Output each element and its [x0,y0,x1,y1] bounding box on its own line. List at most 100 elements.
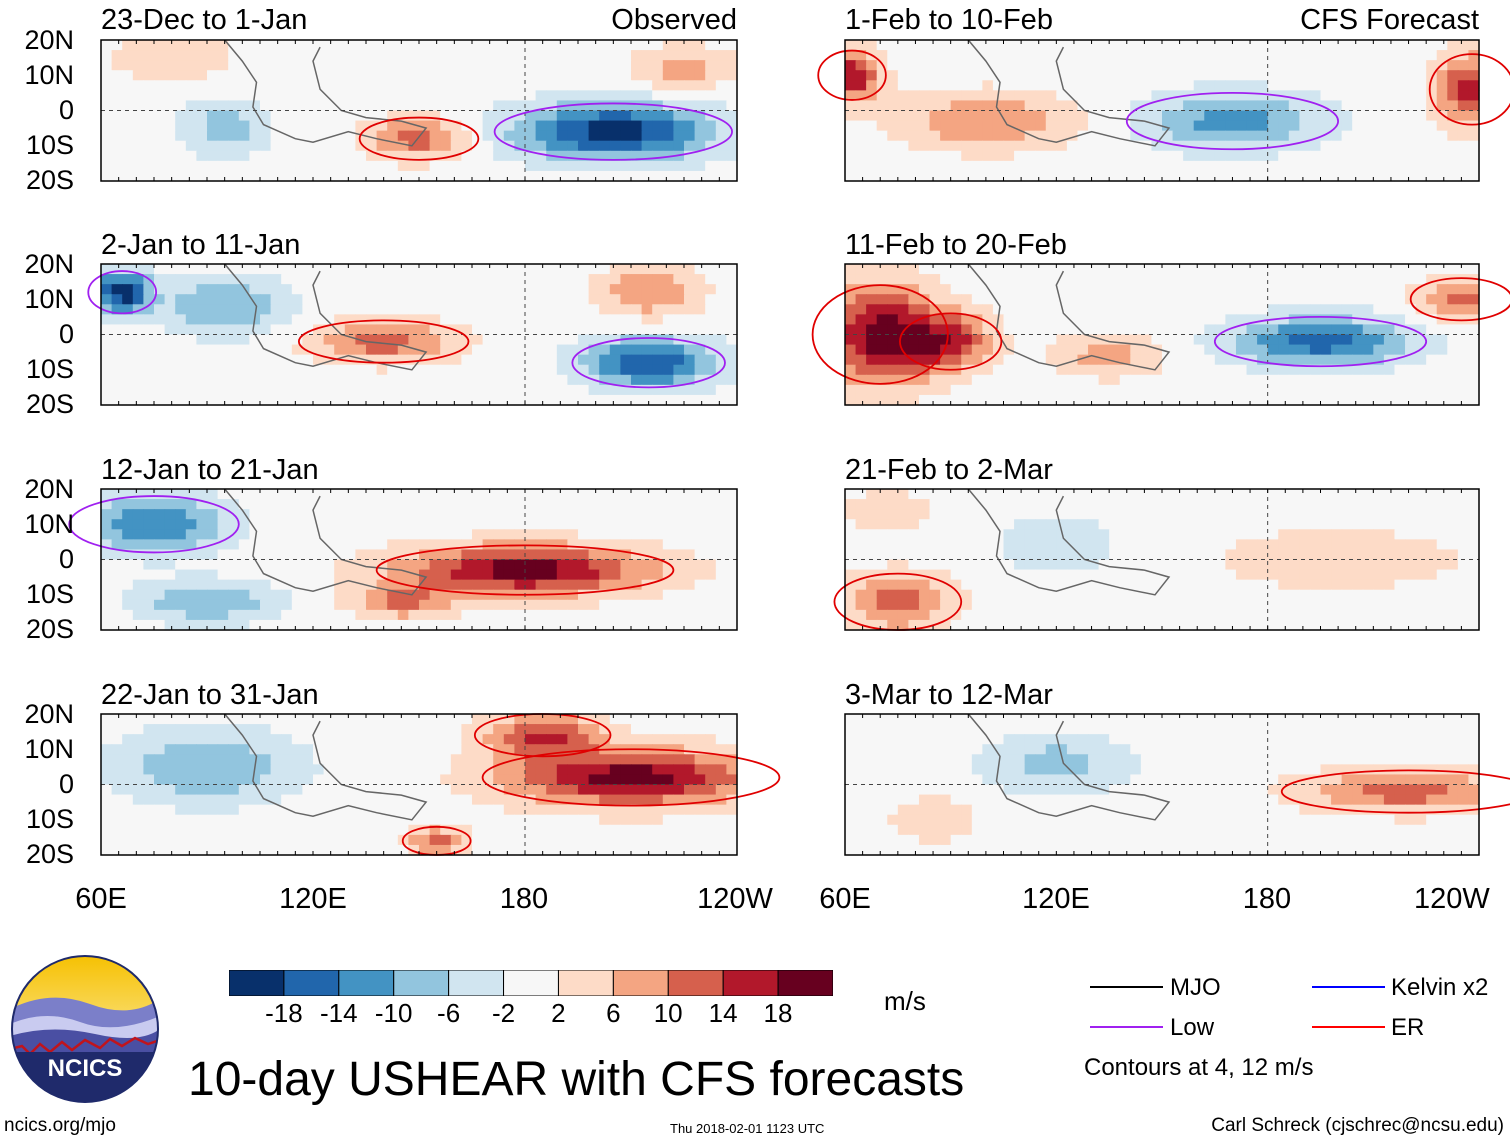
heatmap-cell [1066,60,1079,71]
heatmap-cell [1288,90,1300,102]
heatmap-cell [1246,80,1258,91]
heatmap-cell [971,150,983,162]
heatmap-cell [196,509,208,520]
heatmap-cell [620,364,632,376]
heatmap-cell [620,824,632,836]
heatmap-cell [1415,304,1427,315]
heatmap-cell [961,70,973,81]
heatmap-cell [132,284,144,295]
heatmap-cell [122,140,134,152]
heatmap-cell [111,714,123,725]
heatmap-cell [726,70,738,81]
heatmap-cell [620,140,632,152]
heatmap-cell [1162,294,1174,305]
heatmap-cell [175,569,187,581]
heatmap-cell [525,140,537,152]
heatmap-cell [652,314,664,326]
heatmap-cell [154,774,166,786]
heatmap-cell [866,294,878,305]
heatmap-cell [419,100,431,112]
heatmap-cell [270,60,282,71]
heatmap-cell [992,160,1005,172]
heatmap-cell [908,284,920,295]
heatmap-cell [961,140,973,152]
heatmap-cell [260,824,272,836]
heatmap-cell [111,794,123,806]
heatmap-cell [408,774,420,786]
heatmap-cell [726,374,738,386]
heatmap-cell [887,304,899,315]
heatmap-cell [726,80,738,91]
heatmap-cell [1193,284,1205,295]
heatmap-cell [397,354,409,366]
heatmap-cell [482,110,494,122]
heatmap-cell [1299,40,1311,51]
heatmap-cell [1405,264,1417,275]
heatmap-cell [1045,160,1057,172]
heatmap-cell [1056,120,1068,132]
heatmap-cell [1204,264,1216,275]
heatmap-cell [429,40,441,51]
heatmap-cell [440,70,452,81]
heatmap-cell [334,529,346,540]
heatmap-cell [175,40,187,51]
heatmap-cell [175,80,187,91]
heatmap-cell [111,804,123,816]
heatmap-cell [249,549,261,561]
heatmap-cell [1204,304,1216,315]
heatmap-cell [609,814,621,826]
heatmap-cell [249,529,261,540]
heatmap-cell [876,110,888,122]
heatmap-cell [260,314,272,326]
heatmap-cell [694,754,706,765]
heatmap-cell [1436,120,1448,132]
heatmap-cell [281,844,293,856]
heatmap-cell [1331,304,1343,315]
heatmap-cell [482,804,494,816]
heatmap-cell [694,324,706,336]
heatmap-cell [1119,70,1131,81]
heatmap-cell [876,70,888,81]
heatmap-cell [207,344,219,356]
heatmap-cell [514,324,526,336]
heatmap-cell [482,784,494,796]
heatmap-cell [1394,100,1406,112]
heatmap-cell [397,294,409,305]
heatmap-cell [1341,284,1353,295]
heatmap-cell [992,150,1005,162]
heatmap-cell [726,284,738,295]
heatmap-cell [408,274,420,285]
heatmap-cell [673,274,685,285]
heatmap-cell [684,549,696,561]
heatmap-cell [313,274,325,285]
heatmap-cell [950,170,962,182]
heatmap-cell [1162,130,1174,142]
heatmap-cell [609,70,621,81]
heatmap-cell [1140,274,1153,285]
heatmap-cell [313,100,325,112]
heatmap-cell [249,824,261,836]
heatmap-cell [260,519,272,530]
heatmap-cell [1468,170,1480,182]
heatmap-cell [1204,294,1216,305]
heatmap-cell [1140,100,1153,112]
heatmap-cell [961,50,973,61]
heatmap-cell [472,354,484,366]
heatmap-cell [1088,80,1100,91]
heatmap-cell [599,70,611,81]
heatmap-cell [355,304,367,315]
heatmap-cell [302,529,314,540]
heatmap-cell [556,264,568,275]
heatmap-cell [482,794,494,806]
heatmap-cell [122,539,134,551]
heatmap-cell [376,714,388,725]
heatmap-cell [567,344,579,356]
heatmap-cell [1066,70,1079,81]
heatmap-cell [684,120,696,132]
heatmap-cell [1405,90,1417,102]
heatmap-cell [281,324,293,336]
heatmap-cell [1309,160,1322,172]
heatmap-cell [684,384,696,396]
heatmap-cell [1362,264,1374,275]
heatmap-cell [599,170,611,182]
